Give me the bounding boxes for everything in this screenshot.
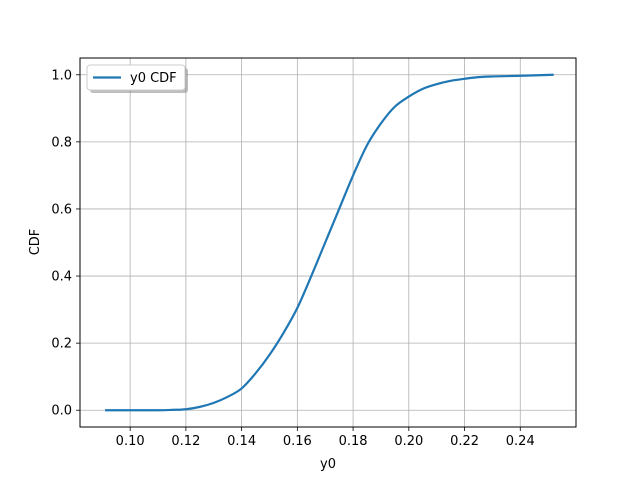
- x-tick-label: 0.16: [283, 434, 312, 449]
- y-tick-label: 1.0: [51, 68, 72, 83]
- series-line-y0-cdf: [105, 73, 554, 412]
- x-axis-label: y0: [320, 457, 336, 472]
- x-tick-label: 0.24: [506, 434, 535, 449]
- x-tick-label: 0.22: [450, 434, 479, 449]
- legend-label: y0 CDF: [130, 71, 177, 86]
- y-tick-label: 0.6: [51, 202, 72, 217]
- ticks: 0.10 0.12 0.14 0.16 0.18 0.20 0.22 0.24 0.0 0.2 0.…: [51, 68, 534, 449]
- y-tick-label: 0.2: [51, 337, 72, 352]
- y-tick-label: 0.4: [51, 270, 72, 285]
- x-tick-label: 0.14: [227, 434, 256, 449]
- x-tick-label: 0.12: [171, 434, 200, 449]
- legend: y0 CDF: [86, 64, 188, 93]
- legend-box: [86, 64, 186, 91]
- series-layer: [105, 73, 554, 412]
- y-axis-label: CDF: [28, 229, 43, 256]
- x-tick-label: 0.18: [339, 434, 368, 449]
- plot-frame: [79, 57, 577, 428]
- x-tick-label: 0.20: [394, 434, 423, 449]
- y-tick-label: 0.8: [51, 135, 72, 150]
- y-tick-label: 0.0: [51, 404, 72, 419]
- x-tick-label: 0.10: [116, 434, 145, 449]
